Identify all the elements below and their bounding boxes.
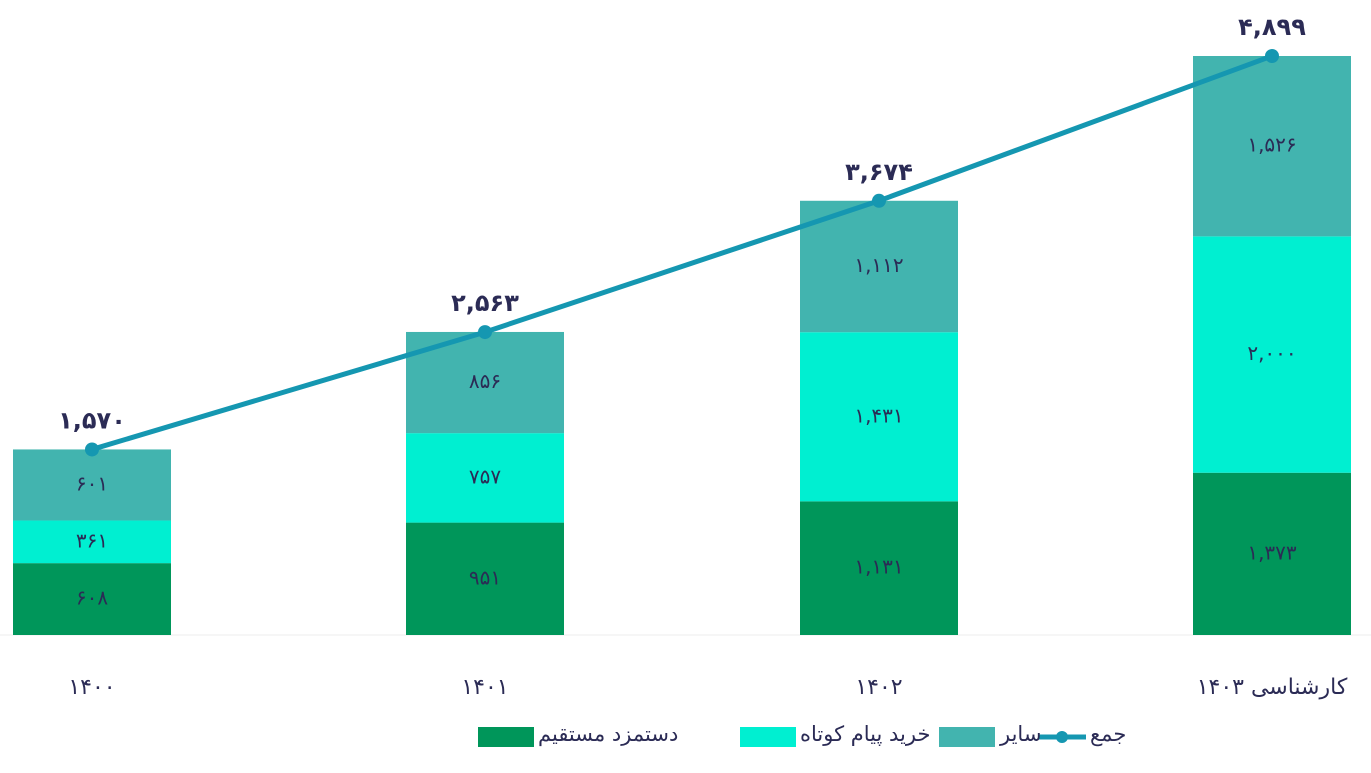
total-label: ۲,۵۶۳ <box>451 289 519 317</box>
data-label: ۲,۰۰۰ <box>1247 341 1296 365</box>
total-label: ۴,۸۹۹ <box>1238 13 1306 41</box>
data-label: ۶۰۱ <box>76 471 108 495</box>
x-tick-label: ۱۴۰۲ <box>855 675 902 700</box>
data-label: ۶۰۸ <box>76 586 108 610</box>
data-label: ۱,۵۲۶ <box>1247 133 1296 157</box>
legend-label: جمع <box>1090 722 1126 746</box>
total-point <box>478 325 492 340</box>
bar-segment <box>1193 472 1351 635</box>
data-label: ۳۶۱ <box>76 528 108 552</box>
bar-segment <box>800 501 958 635</box>
data-label: ۱,۳۷۳ <box>1247 540 1297 564</box>
data-label: ۷۵۷ <box>469 464 501 488</box>
legend-label: دستمزد مستقیم <box>538 722 678 747</box>
bar-segment <box>1193 236 1351 473</box>
legend-label: خرید پیام کوتاه <box>800 722 930 746</box>
bar-segment <box>1193 56 1351 237</box>
data-label: ۱,۱۱۲ <box>854 253 903 277</box>
data-label: ۹۵۱ <box>469 565 501 589</box>
data-label: ۱,۴۳۱ <box>854 403 903 427</box>
total-line <box>91 53 1273 452</box>
legend-label: سایر <box>999 722 1041 746</box>
x-tick-label: ۱۴۰۱ <box>461 675 508 700</box>
bar-segment <box>406 433 564 523</box>
bar-segment <box>800 200 958 333</box>
total-label: ۳,۶۷۴ <box>845 158 913 186</box>
total-label: ۱,۵۷۰ <box>58 406 126 434</box>
total-point <box>85 442 99 457</box>
bar-segment <box>13 563 171 635</box>
bar-segment <box>406 522 564 635</box>
data-label: ۱,۱۳۱ <box>854 555 903 579</box>
total-point <box>1265 49 1279 63</box>
x-tick-label: ۱۴۰۰ <box>68 675 115 700</box>
bar-segment <box>13 449 171 521</box>
legend-swatch <box>939 727 995 747</box>
legend-dot <box>1056 731 1068 743</box>
legend-swatch <box>478 727 534 747</box>
bar-segment <box>13 520 171 564</box>
x-tick-label: کارشناسی ۱۴۰۳ <box>1197 675 1348 700</box>
total-point <box>872 193 886 208</box>
data-label: ۸۵۶ <box>469 369 501 393</box>
bar-segment <box>800 332 958 502</box>
legend-swatch <box>740 727 796 747</box>
